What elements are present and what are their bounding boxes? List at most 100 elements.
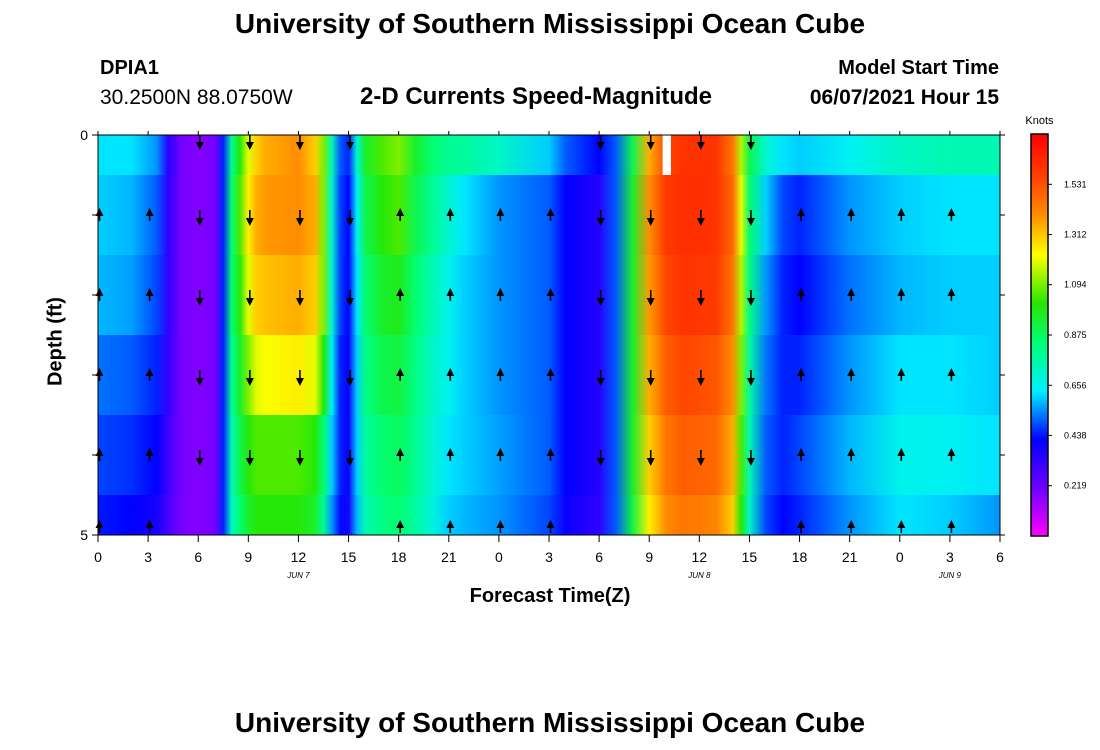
current-arrow-up — [446, 208, 455, 221]
station-id: DPIA1 — [100, 57, 159, 79]
current-arrow-up — [145, 208, 154, 221]
current-arrow-up — [897, 208, 906, 221]
chart-subtitle: 2-D Currents Speed-Magnitude — [360, 83, 713, 110]
current-arrow-down — [696, 370, 705, 386]
current-arrow-up — [847, 520, 856, 533]
x-tick-label: 9 — [645, 549, 653, 565]
current-arrow-up — [446, 520, 455, 533]
current-arrow-down — [346, 210, 355, 226]
x-tick-label: 9 — [244, 549, 252, 565]
current-arrow-up — [847, 208, 856, 221]
date-label: JUN 7 — [286, 571, 310, 580]
current-arrow-down — [596, 135, 605, 150]
current-arrow-down — [346, 135, 355, 150]
current-arrow-down — [696, 135, 705, 150]
x-axis-label: Forecast Time(Z) — [469, 585, 631, 607]
current-arrow-down — [245, 210, 254, 226]
current-arrow-down — [746, 370, 755, 386]
current-arrow-up — [396, 448, 405, 461]
current-arrow-up — [897, 448, 906, 461]
colorbar-tick-label: 0.438 — [1064, 430, 1087, 440]
current-arrow-down — [245, 370, 254, 386]
colorbar: Knots 1.531 1.312 1.094 0.875 0.656 0.438 0.219 — [1025, 115, 1087, 537]
current-arrow-down — [346, 450, 355, 466]
current-arrow-up — [897, 520, 906, 533]
current-arrow-down — [596, 290, 605, 306]
colorbar-tick-label: 0.875 — [1064, 330, 1087, 340]
current-arrow-up — [897, 368, 906, 381]
x-tick-label: 12 — [692, 549, 708, 565]
current-arrow-up — [546, 520, 555, 533]
current-arrow-down — [295, 370, 304, 386]
current-arrow-up — [396, 368, 405, 381]
current-arrow-up — [396, 288, 405, 301]
current-arrow-down — [346, 290, 355, 306]
current-arrow-up — [546, 448, 555, 461]
colorbar-tick-label: 1.312 — [1064, 230, 1087, 240]
current-arrow-down — [346, 370, 355, 386]
current-arrow-up — [947, 368, 956, 381]
current-arrow-down — [646, 290, 655, 306]
current-arrow-up — [396, 520, 405, 533]
current-arrow-down — [746, 210, 755, 226]
y-tick-label: 0 — [80, 127, 88, 143]
colorbar-tick-label: 0.656 — [1064, 380, 1087, 390]
colorbar-tick-label: 1.094 — [1064, 280, 1087, 290]
current-arrow-up — [847, 288, 856, 301]
current-arrow-down — [646, 135, 655, 150]
current-arrow-up — [797, 368, 806, 381]
current-arrow-up — [847, 368, 856, 381]
x-tick-label: 18 — [391, 549, 407, 565]
current-arrow-up — [446, 368, 455, 381]
footer-title: University of Southern Mississippi Ocean… — [234, 707, 866, 738]
current-arrow-down — [696, 210, 705, 226]
x-tick-label: 6 — [996, 549, 1004, 565]
current-arrow-down — [746, 135, 755, 150]
model-start-label: Model Start Time — [838, 57, 999, 79]
current-arrow-up — [847, 448, 856, 461]
date-label: JUN 9 — [938, 571, 962, 580]
current-arrow-down — [696, 290, 705, 306]
x-tick-label: 21 — [441, 549, 457, 565]
x-tick-label: 0 — [896, 549, 904, 565]
colorbar-label: Knots — [1025, 115, 1054, 127]
current-arrow-up — [797, 520, 806, 533]
current-arrow-up — [797, 448, 806, 461]
current-arrows — [95, 135, 956, 533]
current-arrow-down — [195, 210, 204, 226]
current-arrow-up — [496, 288, 505, 301]
colorbar-tick-label: 0.219 — [1064, 481, 1087, 491]
current-arrow-down — [646, 370, 655, 386]
current-arrow-up — [145, 288, 154, 301]
x-tick-label: 6 — [194, 549, 202, 565]
current-arrow-down — [746, 450, 755, 466]
current-arrow-down — [295, 290, 304, 306]
missing-data-patch — [662, 135, 671, 175]
current-arrow-down — [245, 450, 254, 466]
current-arrow-up — [496, 368, 505, 381]
current-arrow-down — [195, 370, 204, 386]
current-arrow-down — [195, 450, 204, 466]
current-arrow-up — [446, 288, 455, 301]
x-tick-label: 21 — [842, 549, 858, 565]
current-arrow-up — [947, 208, 956, 221]
current-arrow-up — [546, 368, 555, 381]
current-arrow-up — [496, 448, 505, 461]
current-arrow-up — [145, 368, 154, 381]
current-arrow-up — [897, 288, 906, 301]
missing-data-patches — [662, 135, 671, 175]
x-tick-label: 3 — [144, 549, 152, 565]
current-arrow-down — [295, 210, 304, 226]
x-tick-label: 6 — [595, 549, 603, 565]
current-arrow-down — [696, 450, 705, 466]
current-arrow-up — [947, 520, 956, 533]
x-tick-label: 15 — [341, 549, 357, 565]
current-arrow-up — [797, 208, 806, 221]
current-arrow-down — [596, 450, 605, 466]
y-tick-label: 5 — [80, 527, 88, 543]
current-arrow-down — [646, 210, 655, 226]
x-tick-label: 12 — [291, 549, 307, 565]
current-arrow-down — [596, 370, 605, 386]
current-arrow-up — [145, 520, 154, 533]
